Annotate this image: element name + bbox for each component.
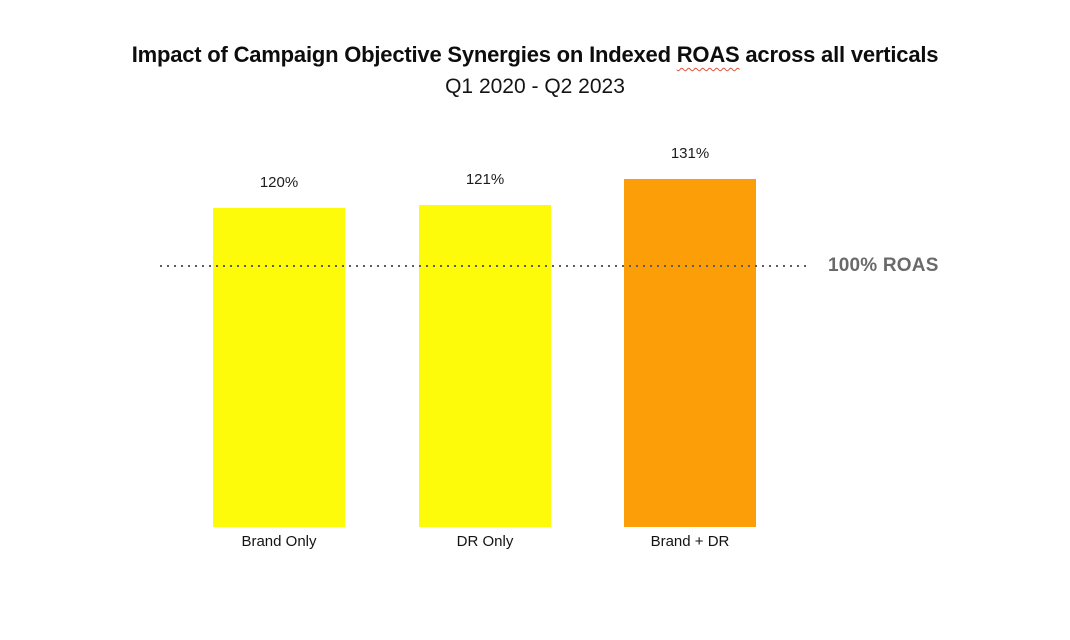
bar-group-brand-plus-dr: 131% — [624, 145, 756, 527]
bar-value-label: 121% — [465, 171, 505, 188]
bar-dr-only — [419, 205, 551, 527]
chart-title-post: across all verticals — [739, 42, 939, 67]
bar-value-label: 120% — [259, 174, 299, 191]
bar-category-label: Brand Only — [241, 533, 317, 550]
chart-subtitle: Q1 2020 - Q2 2023 — [445, 75, 625, 98]
bar-group-brand-only: 120% — [213, 174, 345, 527]
reference-line-label: 100% ROAS — [828, 255, 939, 276]
bar-category-label: Brand + DR — [650, 533, 730, 550]
bar-brand-only — [213, 208, 345, 527]
bar-value-label: 131% — [670, 145, 710, 162]
bar-category-label: DR Only — [456, 533, 514, 550]
chart-title-pre: Impact of Campaign Objective Synergies o… — [131, 42, 677, 67]
bar-brand-plus-dr — [624, 179, 756, 527]
chart-title-misspelled-word-squiggle: ROAS — [676, 42, 740, 67]
reference-line-100-percent — [160, 265, 808, 267]
bar-group-dr-only: 121% — [419, 171, 551, 527]
chart-title: Impact of Campaign Objective Synergies o… — [0, 42, 1070, 68]
